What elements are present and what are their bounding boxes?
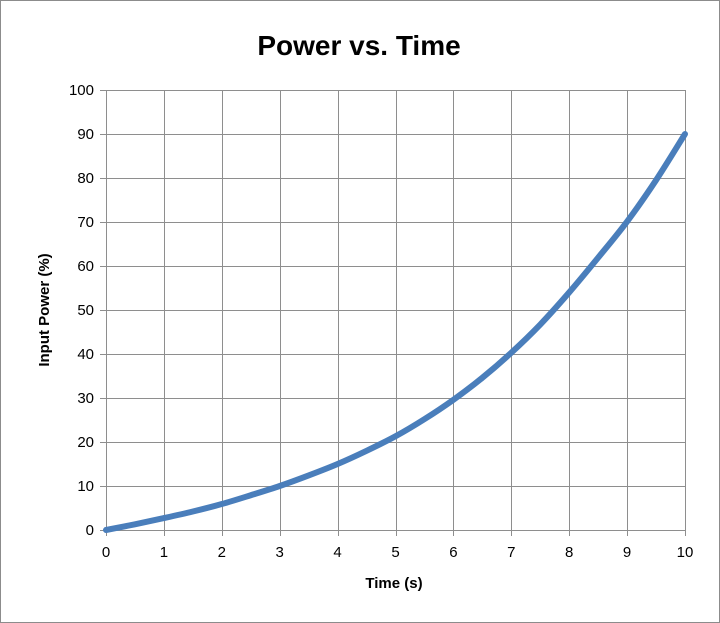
y-tick-label: 30: [77, 390, 94, 407]
series-line-0: [103, 131, 688, 533]
y-tick-label: 80: [77, 170, 94, 187]
x-tick-label: 7: [507, 544, 515, 561]
x-tick-label: 4: [333, 544, 341, 561]
x-tick-label: 0: [102, 544, 110, 561]
y-tick-label: 90: [77, 126, 94, 143]
y-tick-label: 10: [77, 478, 94, 495]
series-lines: [103, 131, 688, 533]
x-tick-label: 3: [276, 544, 284, 561]
y-tick-label: 50: [77, 302, 94, 319]
x-axis-title: Time (s): [365, 575, 422, 592]
y-tick-labels: 0 10 20 30 40 50 60 70 80 90 100: [69, 82, 94, 539]
x-tick-label: 10: [677, 544, 694, 561]
x-tick-label: 5: [391, 544, 399, 561]
y-tick-label: 0: [86, 522, 94, 539]
y-tick-label: 70: [77, 214, 94, 231]
x-tick-label: 9: [623, 544, 631, 561]
x-tick-label: 6: [449, 544, 457, 561]
x-tick-labels: 0 1 2 3 4 5 6 7 8 9 10: [102, 544, 694, 561]
x-tick-label: 1: [160, 544, 168, 561]
y-tick-label: 20: [77, 434, 94, 451]
x-tick-label: 2: [218, 544, 226, 561]
y-tick-label: 40: [77, 346, 94, 363]
grid-lines: [106, 90, 686, 531]
x-tick-label: 8: [565, 544, 573, 561]
y-tick-label: 100: [69, 82, 94, 99]
axes: [100, 90, 686, 536]
y-tick-label: 60: [77, 258, 94, 275]
y-axis-title: Input Power (%): [36, 253, 53, 366]
chart-title: Power vs. Time: [257, 30, 460, 61]
